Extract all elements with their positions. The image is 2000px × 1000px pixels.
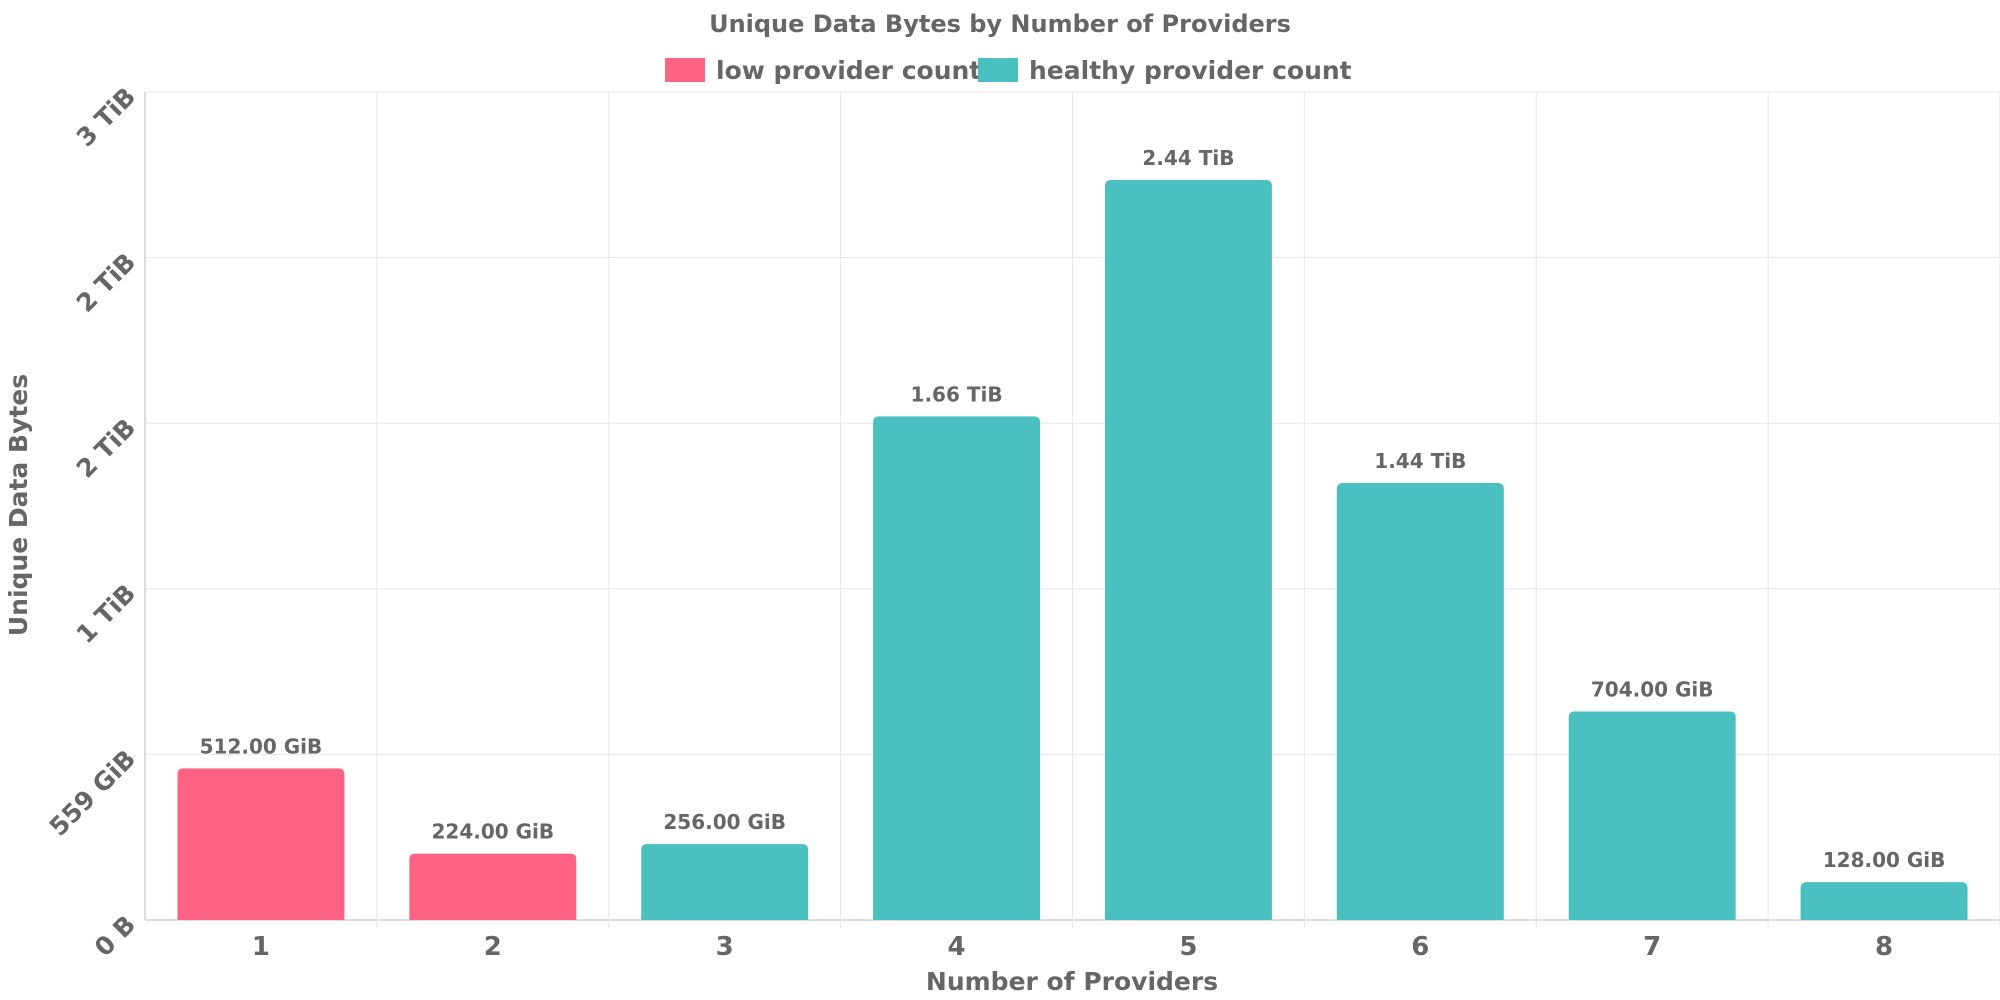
data-label-8: 128.00 GiB [1823,848,1946,872]
legend-label-healthy[interactable]: healthy provider count [1029,56,1352,85]
x-axis-ticks: 1 2 3 4 5 6 7 8 [252,932,1893,962]
data-label-1: 512.00 GiB [200,734,323,758]
bar-3[interactable] [641,844,809,920]
y-tick-label: 1 TiB [71,579,142,650]
bar-8[interactable] [1800,882,1968,920]
bar-4[interactable] [873,416,1041,920]
grid [144,91,2000,928]
legend[interactable]: low provider count healthy provider coun… [665,56,1352,85]
x-tick-label-5: 5 [1179,932,1197,962]
data-label-3: 256.00 GiB [663,810,786,834]
x-tick-label-1: 1 [252,932,270,962]
x-tick-label-7: 7 [1643,932,1661,962]
x-tick-label-6: 6 [1411,932,1429,962]
chart-title: Unique Data Bytes by Number of Providers [709,10,1291,38]
x-tick-label-4: 4 [948,932,966,962]
legend-swatch-healthy [978,58,1018,82]
y-tick-label: 0 B [89,910,141,962]
x-tick-label-8: 8 [1875,932,1893,962]
bar-6[interactable] [1336,483,1504,920]
x-tick-label-2: 2 [484,932,502,962]
data-labels: 512.00 GiB 224.00 GiB 256.00 GiB 1.66 TiB 2.… [200,146,1946,872]
x-tick-label-3: 3 [716,932,734,962]
bar-7[interactable] [1568,711,1736,920]
data-label-7: 704.00 GiB [1591,677,1714,701]
bar-5[interactable] [1104,179,1272,920]
y-axis-title: Unique Data Bytes [4,374,33,636]
data-label-6: 1.44 TiB [1374,449,1466,473]
bar-1[interactable] [177,768,345,920]
data-label-4: 1.66 TiB [911,382,1003,406]
data-label-5: 2.44 TiB [1142,146,1234,170]
x-axis-title: Number of Providers [926,967,1218,996]
legend-swatch-low [665,58,705,82]
bar-2[interactable] [409,853,577,920]
legend-label-low[interactable]: low provider count [716,56,981,85]
y-tick-label: 3 TiB [71,82,142,153]
bars [177,179,1968,920]
y-tick-label: 559 GiB [44,744,142,842]
data-label-2: 224.00 GiB [431,820,554,844]
y-axis-ticks: 0 B 559 GiB 1 TiB 2 TiB 2 TiB 3 TiB [44,82,142,962]
y-tick-label: 2 TiB [71,247,142,318]
y-tick-label: 2 TiB [71,413,142,484]
